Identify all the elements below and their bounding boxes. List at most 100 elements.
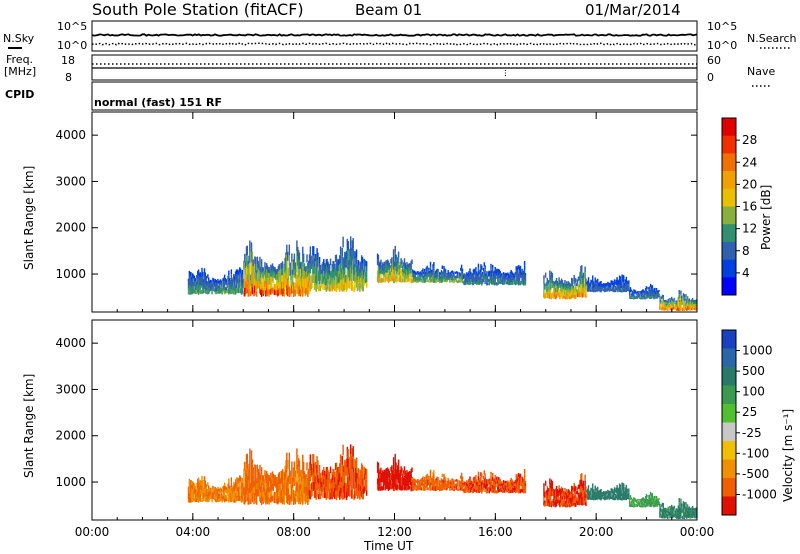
echo-cell	[505, 275, 507, 278]
echo-cell	[360, 275, 363, 283]
echo-cell	[487, 479, 490, 482]
echo-cell	[486, 483, 489, 487]
echo-cell	[257, 475, 259, 483]
echo-cell	[228, 492, 230, 498]
echo-cell	[655, 292, 658, 295]
echo-cell	[625, 484, 628, 488]
echo-cell	[579, 271, 581, 277]
echo-cell	[578, 496, 580, 502]
echo-cell	[659, 507, 661, 511]
echo-cell	[444, 487, 446, 490]
echo-cell	[349, 272, 351, 281]
echo-cell	[663, 510, 665, 514]
echo-cell	[588, 283, 591, 286]
echo-cell	[322, 278, 324, 285]
echo-cell	[623, 496, 625, 501]
echo-cell	[677, 512, 680, 516]
echo-cell	[240, 485, 243, 490]
echo-cell	[427, 482, 429, 486]
echo-cell	[461, 271, 464, 275]
echo-cell	[405, 268, 407, 273]
echo-cell	[412, 481, 415, 484]
echo-cell	[524, 483, 527, 486]
echo-cell	[298, 460, 301, 469]
echo-cell	[650, 501, 653, 505]
echo-cell	[597, 497, 600, 500]
echo-cell	[464, 276, 466, 280]
echo-cell	[407, 274, 410, 279]
echo-cell	[231, 490, 233, 495]
echo-cell	[644, 290, 647, 293]
echo-cell	[553, 290, 555, 295]
echo-cell	[581, 290, 583, 298]
echo-cell	[208, 491, 211, 494]
echo-cell	[666, 306, 669, 309]
echo-cell	[502, 282, 505, 285]
echo-cell	[402, 479, 404, 484]
echo-cell	[497, 486, 499, 490]
echo-cell	[408, 277, 411, 282]
echo-cell	[396, 274, 398, 279]
echo-cell	[646, 293, 649, 296]
echo-cell	[513, 481, 516, 484]
echo-cell	[412, 279, 414, 283]
echo-cell	[209, 279, 212, 283]
echo-cell	[422, 476, 424, 480]
echo-cell	[393, 270, 396, 275]
echo-cell	[403, 475, 406, 481]
echo-cell	[278, 472, 280, 479]
echo-cell	[265, 480, 267, 487]
echo-cell	[301, 278, 303, 284]
echo-cell	[581, 277, 583, 285]
echo-cell	[593, 494, 596, 497]
echo-cell	[208, 498, 211, 501]
echo-cell	[589, 287, 591, 290]
echo-cell	[327, 261, 329, 268]
echo-cell	[557, 496, 559, 500]
echo-cell	[360, 485, 362, 491]
echo-cell	[480, 488, 482, 493]
echo-cell	[521, 479, 523, 484]
echo-cell	[412, 483, 415, 486]
echo-cell	[651, 498, 654, 502]
echo-cell	[328, 471, 330, 477]
echo-cell	[587, 288, 590, 292]
echo-cell	[365, 271, 367, 278]
echo-cell	[645, 296, 648, 299]
echo-cell	[223, 485, 225, 489]
echo-cell	[523, 281, 525, 286]
echo-cell	[286, 452, 288, 463]
echo-cell	[228, 270, 230, 276]
echo-cell	[323, 492, 326, 498]
echo-cell	[260, 474, 263, 483]
echo-cell	[491, 268, 494, 273]
echo-cell	[318, 494, 320, 500]
echo-cell	[451, 485, 454, 489]
echo-cell	[354, 490, 356, 499]
echo-cell	[200, 497, 202, 503]
echo-cell	[489, 271, 491, 275]
echo-cell	[623, 286, 626, 289]
echo-cell	[432, 479, 434, 483]
echo-cell	[675, 308, 678, 311]
echo-cell	[317, 482, 319, 490]
echo-cell	[657, 498, 659, 501]
echo-cell	[249, 481, 251, 493]
echo-cell	[386, 480, 388, 485]
echo-cell	[209, 493, 212, 497]
echo-cell	[342, 466, 344, 478]
echo-cell	[651, 501, 654, 505]
echo-cell	[395, 473, 397, 480]
echo-cell	[450, 270, 453, 274]
echo-cell	[254, 263, 256, 271]
echo-cell	[215, 282, 217, 286]
echo-cell	[567, 288, 570, 292]
echo-cell	[436, 279, 438, 282]
echo-cell	[507, 480, 509, 483]
echo-cell	[636, 499, 638, 501]
echo-cell	[467, 480, 470, 483]
echo-cell	[573, 500, 575, 505]
echo-cell	[650, 496, 653, 500]
echo-cell	[465, 485, 467, 489]
echo-cell	[666, 308, 669, 312]
